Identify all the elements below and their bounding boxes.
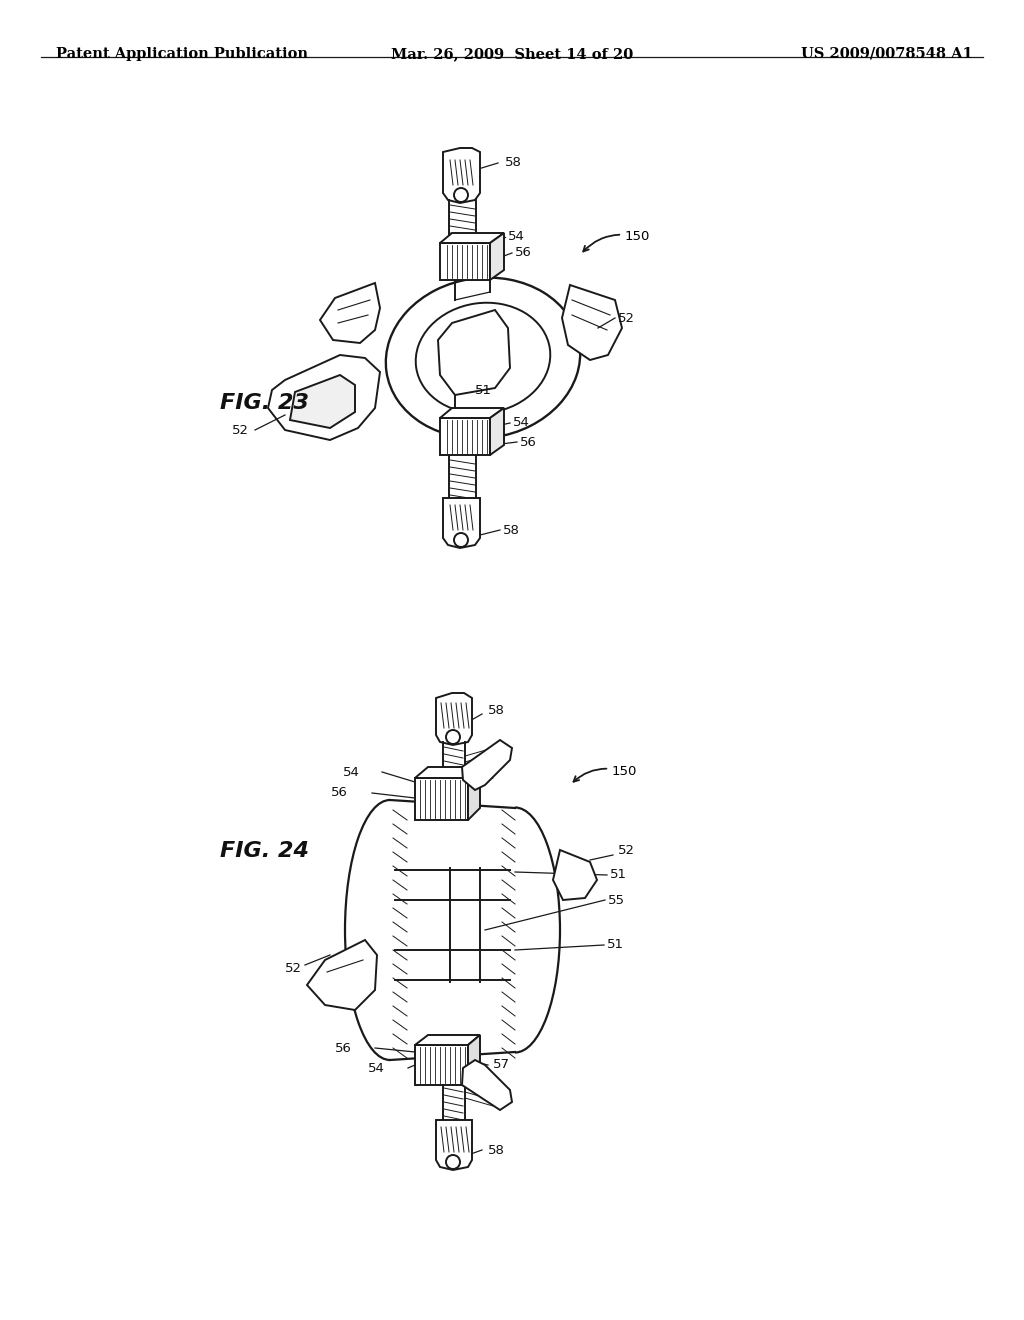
Text: 58: 58 [503, 524, 520, 536]
Text: US 2009/0078548 A1: US 2009/0078548 A1 [801, 46, 973, 61]
Polygon shape [440, 418, 490, 455]
Text: 57: 57 [493, 1059, 510, 1072]
Text: FIG. 23: FIG. 23 [220, 392, 309, 413]
Text: 56: 56 [335, 1041, 352, 1055]
Polygon shape [468, 1035, 480, 1085]
Polygon shape [436, 693, 472, 744]
Text: 58: 58 [488, 1143, 505, 1156]
Polygon shape [268, 355, 380, 440]
Text: 52: 52 [285, 961, 302, 974]
Circle shape [446, 1155, 460, 1170]
Text: 56: 56 [331, 787, 348, 800]
Polygon shape [319, 282, 380, 343]
Polygon shape [415, 777, 468, 820]
Text: 58: 58 [488, 704, 505, 717]
Polygon shape [415, 1045, 468, 1085]
Text: FIG. 24: FIG. 24 [220, 841, 309, 862]
Polygon shape [440, 234, 504, 243]
Polygon shape [562, 285, 622, 360]
Circle shape [446, 730, 460, 744]
Polygon shape [415, 767, 480, 777]
Polygon shape [438, 310, 510, 395]
Polygon shape [490, 408, 504, 455]
Polygon shape [440, 243, 490, 280]
Text: 54: 54 [368, 1061, 385, 1074]
Polygon shape [490, 234, 504, 280]
Text: 54: 54 [508, 231, 525, 243]
Text: 56: 56 [520, 436, 537, 449]
Text: 150: 150 [584, 230, 650, 252]
Text: 54: 54 [513, 417, 529, 429]
Polygon shape [462, 741, 512, 789]
Text: 52: 52 [618, 312, 635, 325]
Polygon shape [443, 498, 480, 548]
Text: 51: 51 [607, 939, 624, 952]
Polygon shape [436, 1119, 472, 1170]
Polygon shape [468, 767, 480, 820]
Text: 56: 56 [515, 247, 531, 260]
Text: 51: 51 [475, 384, 492, 396]
Text: 52: 52 [232, 424, 249, 437]
Polygon shape [443, 148, 480, 203]
Text: 57: 57 [492, 754, 509, 767]
Polygon shape [415, 1035, 480, 1045]
Polygon shape [553, 850, 597, 900]
Text: 52: 52 [618, 843, 635, 857]
Polygon shape [290, 375, 355, 428]
Circle shape [454, 533, 468, 546]
Text: Patent Application Publication: Patent Application Publication [56, 46, 308, 61]
Text: 55: 55 [608, 894, 625, 907]
Text: 51: 51 [610, 869, 627, 882]
Text: Mar. 26, 2009  Sheet 14 of 20: Mar. 26, 2009 Sheet 14 of 20 [391, 46, 633, 61]
Circle shape [454, 187, 468, 202]
Polygon shape [440, 408, 504, 418]
Text: 54: 54 [343, 766, 360, 779]
Text: 58: 58 [505, 157, 522, 169]
Text: 150: 150 [573, 766, 637, 781]
Polygon shape [307, 940, 377, 1010]
Polygon shape [462, 1060, 512, 1110]
